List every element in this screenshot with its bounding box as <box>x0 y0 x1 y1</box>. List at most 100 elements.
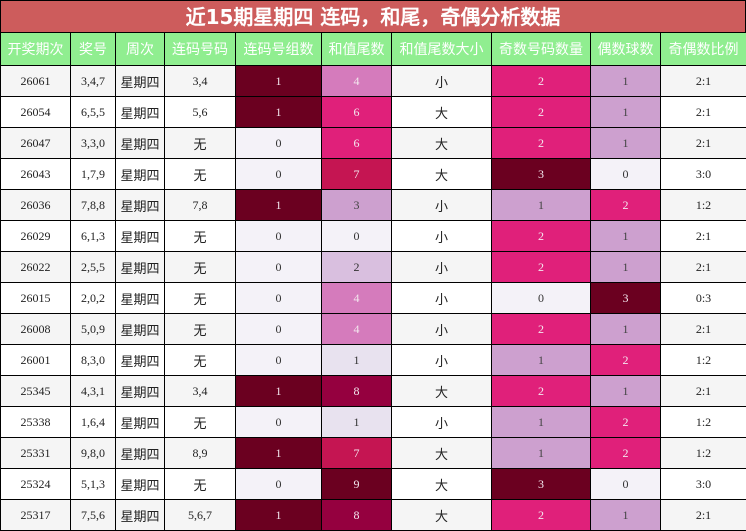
even-count-cell: 2 <box>591 190 661 221</box>
draw-number-cell: 25345 <box>1 376 71 407</box>
sum-tail-size-cell: 小 <box>392 221 492 252</box>
sum-tail-cell: 7 <box>322 159 392 190</box>
draw-number-cell: 25324 <box>1 469 71 500</box>
column-header: 奖号 <box>71 33 116 66</box>
consecutive-numbers-cell: 无 <box>165 221 236 252</box>
consecutive-numbers-cell: 无 <box>165 469 236 500</box>
consecutive-groups-cell: 1 <box>236 97 322 128</box>
odd-count-cell: 2 <box>492 500 591 531</box>
odd-count-cell: 1 <box>492 438 591 469</box>
draw-number-cell: 26054 <box>1 97 71 128</box>
sum-tail-size-cell: 大 <box>392 128 492 159</box>
sum-tail-cell: 8 <box>322 376 392 407</box>
consecutive-numbers-cell: 5,6,7 <box>165 500 236 531</box>
sum-tail-cell: 9 <box>322 469 392 500</box>
consecutive-numbers-cell: 无 <box>165 407 236 438</box>
draw-number-cell: 26029 <box>1 221 71 252</box>
odd-count-cell: 3 <box>492 159 591 190</box>
even-count-cell: 1 <box>591 128 661 159</box>
winning-numbers-cell: 2,0,2 <box>71 283 116 314</box>
odd-count-cell: 2 <box>492 314 591 345</box>
analysis-table: 开奖期次奖号周次连码号码连码号组数和值尾数和值尾数大小奇数号码数量偶数球数奇偶数… <box>0 32 746 531</box>
column-header: 和值尾数大小 <box>392 33 492 66</box>
sum-tail-cell: 3 <box>322 190 392 221</box>
odd-even-ratio-cell: 1:2 <box>661 190 746 221</box>
even-count-cell: 1 <box>591 221 661 252</box>
odd-count-cell: 0 <box>492 283 591 314</box>
sum-tail-size-cell: 小 <box>392 345 492 376</box>
consecutive-groups-cell: 1 <box>236 376 322 407</box>
even-count-cell: 1 <box>591 314 661 345</box>
sum-tail-cell: 7 <box>322 438 392 469</box>
weekday-cell: 星期四 <box>116 469 165 500</box>
column-header: 奇偶数比例 <box>661 33 746 66</box>
weekday-cell: 星期四 <box>116 190 165 221</box>
odd-even-ratio-cell: 2:1 <box>661 128 746 159</box>
odd-even-ratio-cell: 2:1 <box>661 66 746 97</box>
consecutive-numbers-cell: 无 <box>165 159 236 190</box>
even-count-cell: 2 <box>591 407 661 438</box>
winning-numbers-cell: 3,4,7 <box>71 66 116 97</box>
draw-number-cell: 25317 <box>1 500 71 531</box>
odd-even-ratio-cell: 0:3 <box>661 283 746 314</box>
odd-count-cell: 1 <box>492 345 591 376</box>
column-header: 周次 <box>116 33 165 66</box>
even-count-cell: 1 <box>591 252 661 283</box>
consecutive-groups-cell: 0 <box>236 314 322 345</box>
even-count-cell: 1 <box>591 97 661 128</box>
odd-even-ratio-cell: 2:1 <box>661 500 746 531</box>
draw-number-cell: 26047 <box>1 128 71 159</box>
draw-number-cell: 26001 <box>1 345 71 376</box>
page-title: 近15期星期四 连码，和尾，奇偶分析数据 <box>0 0 746 32</box>
header-row: 开奖期次奖号周次连码号码连码号组数和值尾数和值尾数大小奇数号码数量偶数球数奇偶数… <box>1 33 746 66</box>
consecutive-numbers-cell: 3,4 <box>165 376 236 407</box>
weekday-cell: 星期四 <box>116 500 165 531</box>
consecutive-groups-cell: 1 <box>236 66 322 97</box>
odd-even-ratio-cell: 2:1 <box>661 252 746 283</box>
draw-number-cell: 26036 <box>1 190 71 221</box>
weekday-cell: 星期四 <box>116 97 165 128</box>
even-count-cell: 2 <box>591 345 661 376</box>
column-header: 和值尾数 <box>322 33 392 66</box>
odd-even-ratio-cell: 1:2 <box>661 438 746 469</box>
odd-even-ratio-cell: 3:0 <box>661 159 746 190</box>
weekday-cell: 星期四 <box>116 252 165 283</box>
consecutive-numbers-cell: 无 <box>165 252 236 283</box>
odd-count-cell: 2 <box>492 128 591 159</box>
winning-numbers-cell: 8,3,0 <box>71 345 116 376</box>
consecutive-numbers-cell: 无 <box>165 314 236 345</box>
sum-tail-size-cell: 小 <box>392 407 492 438</box>
winning-numbers-cell: 7,5,6 <box>71 500 116 531</box>
sum-tail-size-cell: 大 <box>392 376 492 407</box>
weekday-cell: 星期四 <box>116 376 165 407</box>
sum-tail-size-cell: 大 <box>392 438 492 469</box>
sum-tail-cell: 1 <box>322 407 392 438</box>
sum-tail-size-cell: 小 <box>392 252 492 283</box>
winning-numbers-cell: 6,5,5 <box>71 97 116 128</box>
sum-tail-size-cell: 大 <box>392 97 492 128</box>
weekday-cell: 星期四 <box>116 128 165 159</box>
winning-numbers-cell: 7,8,8 <box>71 190 116 221</box>
even-count-cell: 1 <box>591 376 661 407</box>
winning-numbers-cell: 4,3,1 <box>71 376 116 407</box>
draw-number-cell: 26022 <box>1 252 71 283</box>
even-count-cell: 0 <box>591 469 661 500</box>
odd-count-cell: 2 <box>492 97 591 128</box>
odd-count-cell: 1 <box>492 190 591 221</box>
even-count-cell: 1 <box>591 66 661 97</box>
winning-numbers-cell: 6,1,3 <box>71 221 116 252</box>
winning-numbers-cell: 2,5,5 <box>71 252 116 283</box>
sum-tail-cell: 4 <box>322 314 392 345</box>
consecutive-groups-cell: 0 <box>236 252 322 283</box>
consecutive-groups-cell: 1 <box>236 438 322 469</box>
sum-tail-cell: 6 <box>322 128 392 159</box>
even-count-cell: 2 <box>591 438 661 469</box>
consecutive-numbers-cell: 3,4 <box>165 66 236 97</box>
